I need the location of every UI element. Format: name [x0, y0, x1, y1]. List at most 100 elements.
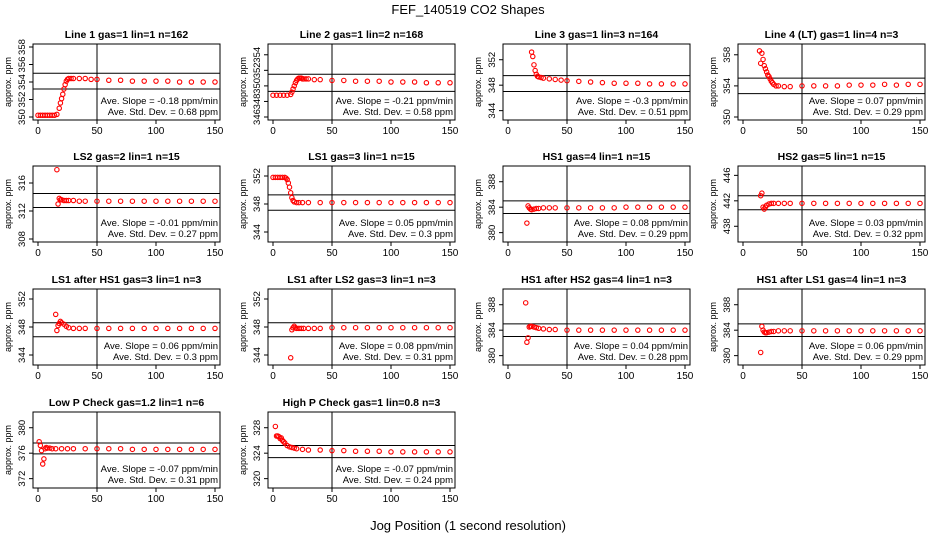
- y-tick-label: 388: [487, 297, 498, 313]
- data-point: [524, 339, 530, 346]
- data-point: [564, 327, 570, 333]
- data-point: [311, 325, 318, 332]
- data-point: [280, 438, 287, 445]
- data-point: [286, 184, 293, 190]
- data-point: [63, 197, 70, 204]
- y-tick-label: 348: [252, 94, 263, 110]
- data-point: [611, 205, 617, 211]
- data-point: [141, 198, 147, 204]
- data-point: [317, 76, 323, 83]
- data-point: [435, 449, 441, 455]
- panel-9: LS1 after HS1 gas=3 lin=1 n=3 0 50 100 150 34…: [3, 274, 224, 382]
- data-point: [141, 325, 147, 332]
- data-point: [917, 81, 923, 88]
- data-point: [305, 325, 312, 332]
- data-point: [341, 77, 347, 84]
- data-point: [646, 204, 653, 210]
- data-point: [176, 325, 183, 332]
- y-tick-label: 380: [487, 348, 498, 364]
- data-point: [423, 324, 430, 331]
- data-point: [52, 311, 59, 318]
- data-point: [200, 79, 206, 85]
- data-point: [329, 199, 335, 206]
- x-tick-label: 150: [912, 371, 929, 382]
- data-point: [400, 79, 406, 85]
- data-point: [525, 335, 531, 341]
- panel-title: HS2 gas=5 lin=1 n=15: [778, 151, 886, 163]
- data-point: [341, 447, 347, 454]
- data-point: [286, 444, 293, 450]
- panel-title: Line 3 gas=1 lin=3 n=164: [535, 29, 659, 41]
- y-tick-label: 324: [252, 445, 263, 461]
- data-point: [881, 200, 888, 207]
- data-point: [775, 83, 782, 89]
- x-tick-label: 100: [618, 371, 635, 382]
- data-point: [905, 81, 911, 88]
- slope-annotation: Ave. Slope = 0.08 ppm/min: [339, 341, 453, 352]
- data-point: [388, 79, 394, 85]
- data-point: [291, 83, 297, 89]
- y-axis-label: approx. ppm: [3, 425, 13, 475]
- data-point: [364, 199, 371, 206]
- data-point: [768, 328, 775, 335]
- y-tick-label: 384: [487, 322, 498, 338]
- data-point: [834, 328, 841, 334]
- x-tick-label: 100: [148, 248, 165, 259]
- data-point: [546, 76, 553, 82]
- data-point: [611, 327, 617, 333]
- y-axis-label: approx. ppm: [3, 57, 13, 107]
- data-point: [129, 198, 136, 204]
- data-point: [58, 445, 65, 452]
- data-point: [70, 75, 77, 82]
- x-tick-label: 0: [505, 371, 511, 382]
- data-point: [41, 456, 47, 462]
- x-tick-label: 50: [326, 126, 338, 137]
- data-point: [870, 200, 876, 207]
- data-point: [299, 199, 306, 206]
- slope-annotation: Ave. Slope = 0.04 ppm/min: [574, 341, 688, 352]
- data-point: [576, 327, 582, 333]
- x-tick-label: 0: [35, 494, 41, 505]
- x-tick-label: 100: [853, 126, 870, 137]
- data-point: [524, 220, 530, 226]
- data-point: [528, 206, 535, 213]
- x-tick-label: 150: [677, 248, 694, 259]
- data-point: [70, 197, 77, 204]
- data-point: [57, 318, 64, 325]
- x-tick-label: 0: [270, 248, 276, 259]
- data-point: [546, 205, 553, 211]
- panel-3: Line 3 gas=1 lin=3 n=164 0 50 100 150 344 348 3…: [473, 29, 694, 137]
- x-tick-label: 100: [618, 248, 635, 259]
- data-point: [329, 77, 335, 84]
- data-point: [305, 199, 312, 206]
- x-tick-label: 0: [740, 126, 746, 137]
- data-point: [364, 448, 371, 455]
- data-point: [54, 327, 60, 334]
- stddev-annotation: Ave. Std. Dev. = 0.29 ppm: [813, 107, 923, 118]
- data-point: [423, 80, 430, 86]
- x-tick-label: 50: [91, 494, 103, 505]
- stddev-annotation: Ave. Std. Dev. = 0.29 ppm: [813, 352, 923, 363]
- y-tick-label: 350: [722, 109, 733, 125]
- data-point: [388, 324, 394, 331]
- data-point: [39, 461, 46, 467]
- data-point: [635, 327, 641, 333]
- y-tick-label: 388: [487, 174, 498, 190]
- data-point: [531, 324, 537, 330]
- data-point: [775, 200, 782, 207]
- data-point: [54, 111, 60, 118]
- data-point: [834, 200, 841, 207]
- panel-title: LS1 after HS1 gas=3 lin=1 n=3: [52, 274, 202, 286]
- data-point: [447, 80, 453, 86]
- plot-frame: [502, 43, 691, 121]
- x-tick-label: 150: [207, 371, 224, 382]
- data-point: [611, 80, 617, 87]
- data-point: [82, 198, 88, 204]
- plot-frame: [737, 165, 926, 243]
- y-tick-label: 350: [252, 78, 263, 94]
- data-point: [200, 446, 206, 453]
- data-point: [153, 446, 159, 453]
- y-axis-label: approx. ppm: [473, 179, 483, 229]
